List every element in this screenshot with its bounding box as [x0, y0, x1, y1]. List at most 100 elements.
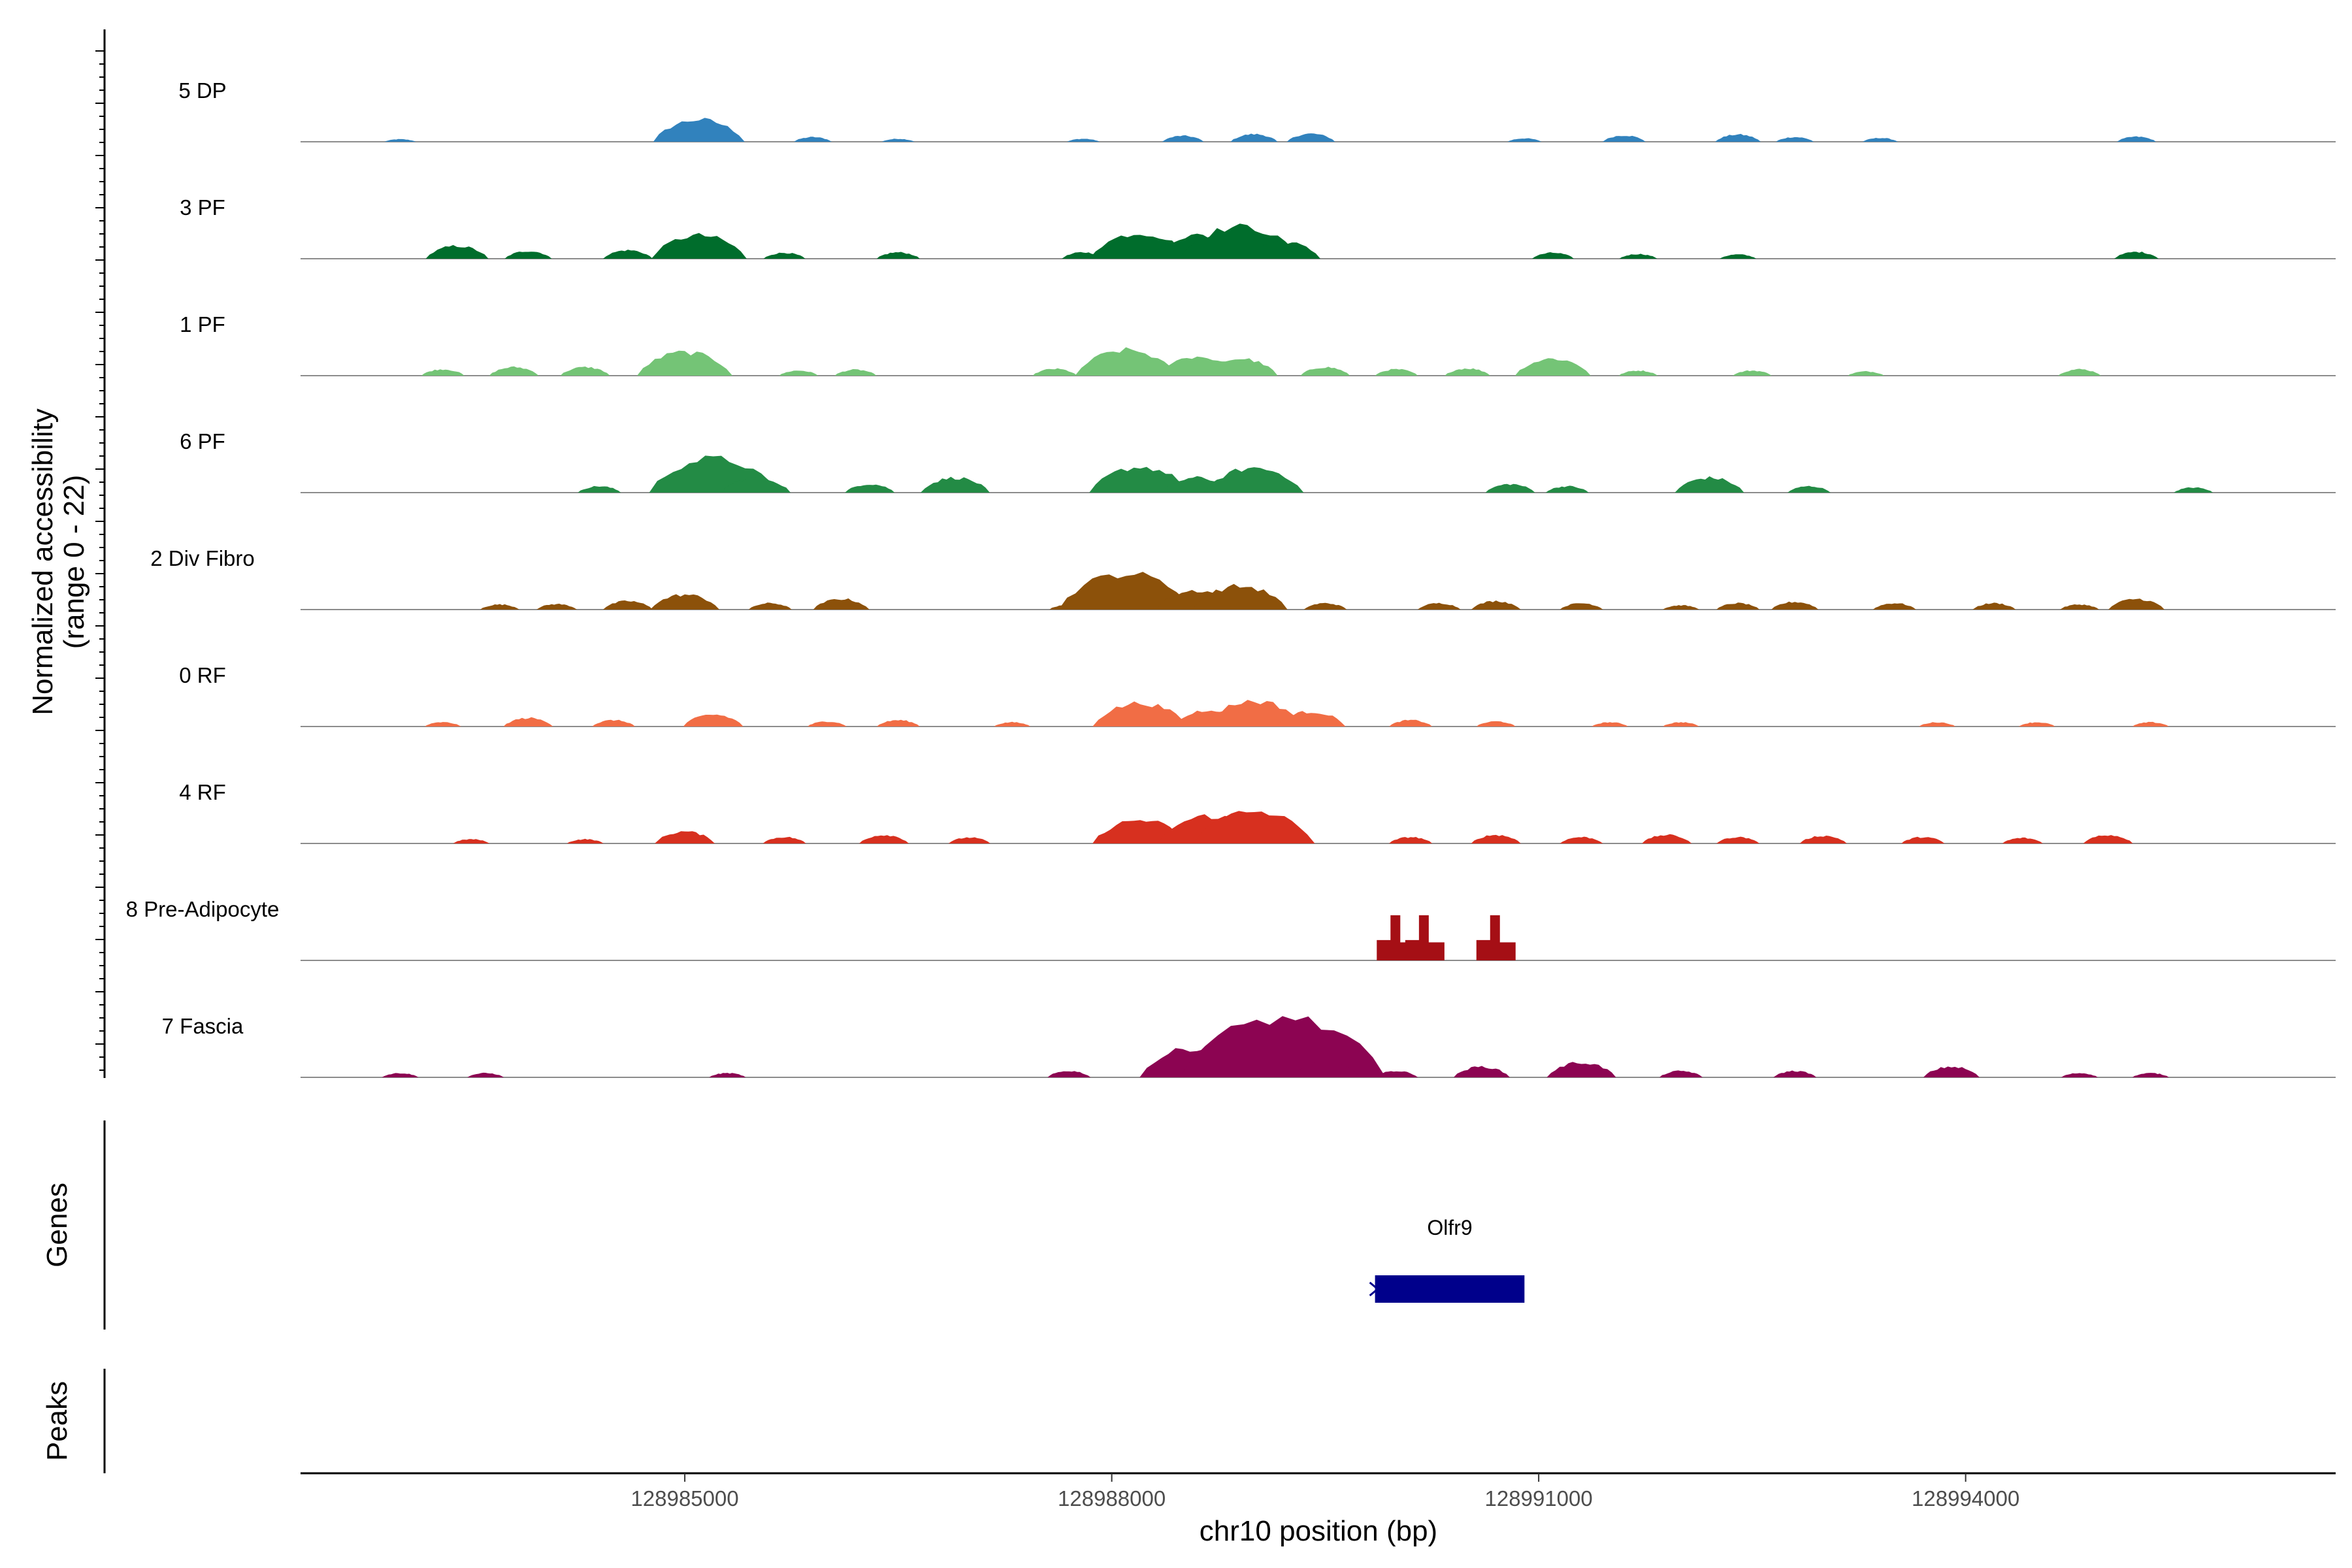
coverage-peak	[1773, 1070, 1817, 1077]
gene-label: Olfr9	[1427, 1216, 1472, 1239]
coverage-peak	[1032, 368, 1077, 376]
coverage-peak	[881, 139, 915, 142]
coverage-peak	[808, 721, 847, 727]
coverage-peak	[1901, 836, 1945, 843]
coverage-peak	[592, 719, 636, 727]
coverage-peak	[948, 837, 990, 843]
coverage-peak	[1674, 476, 1744, 493]
gene-olfr9: Olfr9	[1369, 1216, 1525, 1303]
coverage-peak	[876, 719, 920, 727]
coverage-tracks: 5 DP 3 PF 1 PF 6 PF 2 Div Fibro 0 RF 4 RF 8 Pre…	[126, 78, 2336, 1078]
coverage-peak	[1204, 467, 1304, 493]
strand-arrow-icon	[1369, 1281, 1379, 1297]
coverage-peak	[480, 604, 519, 610]
coverage-peak	[762, 836, 806, 843]
coverage-peak	[1799, 836, 1847, 843]
coverage-peak	[2018, 722, 2055, 727]
track-label: 1 PF	[180, 312, 225, 336]
coverage-peak	[603, 600, 653, 610]
coverage-peak	[834, 369, 877, 376]
coverage-peak	[536, 604, 578, 610]
coverage-peak	[813, 598, 870, 610]
coverage-peak	[1618, 370, 1658, 376]
coverage-peak	[1405, 915, 1445, 960]
coverage-peak	[651, 233, 747, 259]
coverage-peak	[1471, 600, 1521, 610]
coverage-peak	[1716, 836, 1760, 843]
coverage-peak	[1642, 834, 1692, 843]
coverage-peak	[1075, 347, 1177, 376]
coverage-peak	[683, 714, 743, 727]
coverage-peak	[1602, 135, 1646, 142]
coverage-peak	[1389, 719, 1433, 727]
track-1-pf: 1 PF	[180, 312, 2336, 376]
x-axis-ticks: 128985000 128988000 128991000 128994000	[631, 1473, 2019, 1511]
coverage-peak	[504, 252, 552, 259]
gene-track: Olfr9	[1369, 1216, 1525, 1303]
coverage-peak	[2132, 721, 2169, 727]
coverage-peak	[1067, 139, 1100, 142]
coverage-peak	[1788, 485, 1831, 493]
coverage-peak	[1058, 572, 1194, 610]
coverage-peak	[1162, 135, 1204, 142]
coverage-peak	[921, 476, 990, 493]
coverage-peak	[1531, 252, 1574, 259]
x-tick-label: 128994000	[1912, 1486, 2019, 1511]
x-tick-label: 128988000	[1058, 1486, 1166, 1511]
coverage-peak	[748, 602, 792, 610]
coverage-peak	[1659, 1070, 1703, 1077]
coverage-peak	[1545, 485, 1589, 493]
track-label: 2 Div Fibro	[150, 546, 255, 570]
coverage-peak	[1546, 1062, 1616, 1077]
coverage-peak	[1375, 1071, 1418, 1077]
coverage-peak	[1245, 241, 1320, 259]
coverage-peak	[1417, 602, 1461, 610]
coverage-peak	[1454, 1066, 1510, 1077]
coverage-peak	[845, 484, 895, 493]
coverage-peak	[1560, 603, 1603, 610]
coverage-peak	[994, 721, 1031, 727]
coverage-peak	[1303, 602, 1347, 610]
coverage-peak	[467, 1072, 504, 1077]
coverage-peak	[1471, 834, 1521, 843]
coverage-peak	[1619, 253, 1658, 259]
coverage-peak	[1230, 133, 1278, 142]
coverage-peak	[1389, 837, 1433, 843]
coverage-peak	[2059, 604, 2099, 610]
track-0-rf: 0 RF	[179, 663, 2336, 727]
coverage-peak	[1663, 605, 1699, 610]
coverage-peak	[1663, 722, 1699, 727]
coverage-peak	[794, 137, 832, 142]
coverage-peak	[1715, 133, 1761, 142]
coverage-peak	[1092, 701, 1188, 727]
coverage-peak	[2108, 598, 2164, 610]
track-7-fascia: 7 Fascia	[162, 1014, 2336, 1078]
track-5-dp: 5 DP	[178, 78, 2336, 142]
coverage-peak	[1375, 368, 1418, 376]
coverage-peak	[1476, 721, 1516, 727]
coverage-peak	[1192, 583, 1288, 610]
coverage-peak	[489, 366, 539, 376]
coverage-peak	[709, 1073, 746, 1077]
y-axis-ticks	[95, 50, 105, 1071]
coverage-peak	[637, 350, 733, 376]
coverage-peak	[1047, 1071, 1091, 1077]
track-6-pf: 6 PF	[180, 429, 2336, 493]
genes-panel-title: Genes	[41, 1183, 73, 1267]
coverage-peak	[382, 1073, 419, 1077]
coverage-peak	[424, 722, 461, 727]
coverage-peak	[2061, 1073, 2098, 1077]
coverage-peak	[1872, 603, 1916, 610]
coverage-peak	[1286, 133, 1335, 142]
coverage-peak	[1716, 602, 1760, 610]
track-label: 7 Fascia	[162, 1014, 244, 1038]
track-label: 6 PF	[180, 429, 225, 453]
coverage-peak	[1514, 358, 1591, 376]
gene-body	[1375, 1275, 1525, 1303]
coverage-peak	[566, 838, 604, 843]
track-4-rf: 4 RF	[179, 780, 2336, 844]
coverage-peak	[779, 370, 819, 376]
coverage-peak	[1201, 358, 1278, 376]
